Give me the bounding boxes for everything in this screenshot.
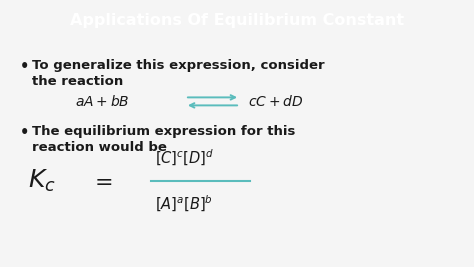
Text: •: • [20, 125, 29, 140]
Text: The equilibrium expression for this: The equilibrium expression for this [32, 125, 295, 138]
Text: $cC + dD$: $cC + dD$ [248, 94, 303, 109]
Text: $[C]^c[D]^d$: $[C]^c[D]^d$ [155, 148, 214, 168]
Text: To generalize this expression, consider: To generalize this expression, consider [32, 59, 325, 72]
Text: $aA + bB$: $aA + bB$ [75, 94, 129, 109]
Text: reaction would be: reaction would be [32, 142, 167, 154]
Text: $[A]^a[B]^b$: $[A]^a[B]^b$ [155, 194, 213, 214]
Text: $=$: $=$ [90, 171, 113, 191]
Text: •: • [20, 59, 29, 74]
Text: Applications Of Equilibrium Constant: Applications Of Equilibrium Constant [70, 13, 404, 28]
Text: $\mathit{K}_c$: $\mathit{K}_c$ [28, 168, 56, 194]
Text: the reaction: the reaction [32, 75, 123, 88]
